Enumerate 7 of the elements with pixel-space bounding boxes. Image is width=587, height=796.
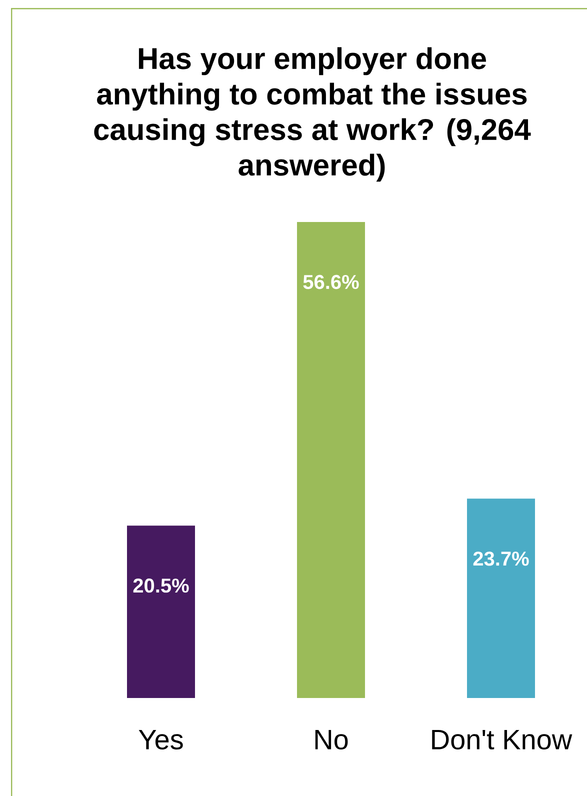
x-tick-label: No	[315, 730, 348, 750]
chart-title: Has your employer done anything to combat the issues causing stress at work? (9,264 answered)	[94, 47, 531, 182]
x-tick-label: Don't Know	[432, 730, 572, 750]
data-label: 23.7%	[473, 552, 529, 566]
data-label: 20.5%	[133, 578, 189, 593]
x-tick-label: Yes	[138, 730, 183, 750]
data-label: 56.6%	[303, 274, 359, 290]
